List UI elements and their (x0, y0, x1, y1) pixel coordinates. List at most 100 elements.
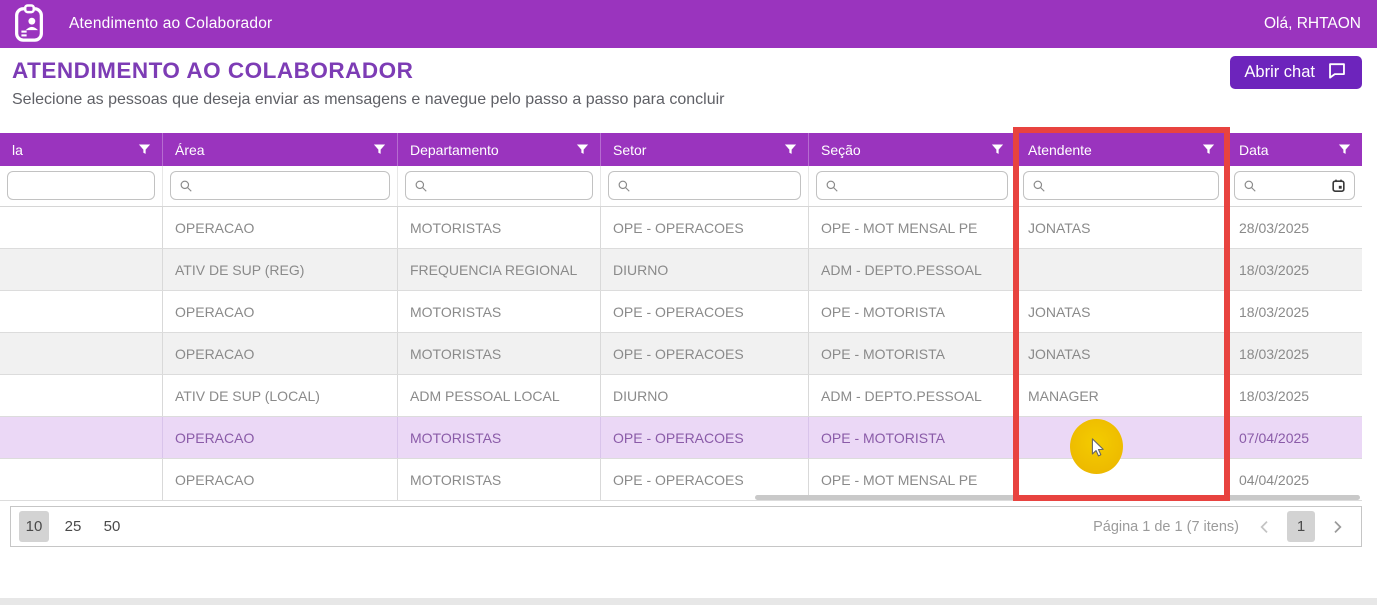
cell-data: 07/04/2025 (1239, 429, 1310, 446)
mouse-cursor-icon (1086, 437, 1108, 464)
filter-cell-secao (809, 166, 1016, 206)
employees-table: la Área Departamento Setor Seção Atendente Dat… (0, 133, 1362, 501)
column-header-data[interactable]: Data (1227, 133, 1362, 166)
cell-secao: ADM - DEPTO.PESSOAL (809, 375, 1016, 416)
table-row[interactable]: OPERACAO MOTORISTAS OPE - OPERACOES OPE - M… (0, 333, 1362, 375)
cell-data: 28/03/2025 (1239, 219, 1310, 236)
filter-text-la[interactable] (16, 177, 146, 194)
horizontal-scrollbar-thumb[interactable] (755, 495, 1360, 500)
column-header-departamento[interactable]: Departamento (398, 133, 601, 166)
cell-la (0, 375, 163, 416)
calendar-icon[interactable] (1331, 178, 1346, 193)
cell-secao: OPE - MOT MENSAL PE (809, 207, 1016, 248)
table-filter-row (0, 166, 1362, 207)
filter-cell-la (0, 166, 163, 206)
table-row[interactable]: OPERACAO MOTORISTAS OPE - OPERACOES OPE - M… (0, 417, 1362, 459)
filter-text-departamento[interactable] (434, 177, 584, 194)
filter-cell-data (1227, 166, 1362, 206)
table-row[interactable]: ATIV DE SUP (REG) FREQUENCIA REGIONAL DIUR… (0, 249, 1362, 291)
cell-area: OPERACAO (163, 333, 398, 374)
cell-setor: DIURNO (601, 249, 809, 290)
cell-setor: OPE - OPERACOES (601, 459, 809, 500)
cell-data: 18/03/2025 (1239, 261, 1310, 278)
filter-icon[interactable] (1337, 142, 1352, 157)
cell-setor: DIURNO (601, 375, 809, 416)
filter-text-atendente[interactable] (1052, 177, 1210, 194)
search-icon (1032, 179, 1046, 193)
cell-data: 18/03/2025 (1239, 303, 1310, 320)
cell-data: 18/03/2025 (1239, 387, 1310, 404)
cell-la (0, 291, 163, 332)
page-size-group: 10 25 50 (19, 511, 136, 542)
column-header-label: la (12, 141, 23, 158)
cell-secao: ADM - DEPTO.PESSOAL (809, 249, 1016, 290)
column-header-la[interactable]: la (0, 133, 163, 166)
chat-bubble-icon (1326, 61, 1348, 85)
open-chat-button[interactable]: Abrir chat (1230, 56, 1362, 89)
filter-icon[interactable] (372, 142, 387, 157)
column-header-setor[interactable]: Setor (601, 133, 809, 166)
filter-input-secao[interactable] (816, 171, 1008, 200)
filter-cell-departamento (398, 166, 601, 206)
filter-input-departamento[interactable] (405, 171, 593, 200)
cell-departamento: MOTORISTAS (398, 333, 601, 374)
column-header-secao[interactable]: Seção (809, 133, 1016, 166)
table-row[interactable]: OPERACAO MOTORISTAS OPE - OPERACOES OPE - M… (0, 291, 1362, 333)
filter-text-area[interactable] (199, 177, 381, 194)
filter-icon[interactable] (575, 142, 590, 157)
cell-data: 18/03/2025 (1239, 345, 1310, 362)
column-header-label: Setor (613, 141, 647, 158)
filter-input-la[interactable] (7, 171, 155, 200)
chevron-left-icon[interactable] (1253, 515, 1277, 539)
cell-secao: OPE - MOTORISTA (809, 333, 1016, 374)
page-size-50[interactable]: 50 (97, 511, 127, 542)
filter-input-data[interactable] (1234, 171, 1355, 200)
page-size-25[interactable]: 25 (58, 511, 88, 542)
search-icon (825, 179, 839, 193)
filter-text-secao[interactable] (845, 177, 999, 194)
filter-icon[interactable] (783, 142, 798, 157)
filter-input-atendente[interactable] (1023, 171, 1219, 200)
id-badge-icon (9, 2, 49, 46)
cell-atendente: JONATAS (1016, 333, 1227, 374)
pagination-info: Página 1 de 1 (7 itens) (1093, 518, 1239, 535)
user-greeting: Olá, RHTAON (1263, 15, 1361, 32)
cell-secao: OPE - MOT MENSAL PE (809, 459, 1016, 500)
page-size-10[interactable]: 10 (19, 511, 49, 542)
cell-departamento: FREQUENCIA REGIONAL (398, 249, 601, 290)
app-title: Atendimento ao Colaborador (69, 15, 273, 32)
column-header-atendente[interactable]: Atendente (1016, 133, 1227, 166)
filter-input-area[interactable] (170, 171, 390, 200)
cell-setor: OPE - OPERACOES (601, 417, 809, 458)
cell-la (0, 249, 163, 290)
filter-input-setor[interactable] (608, 171, 801, 200)
column-header-label: Data (1239, 141, 1269, 158)
table-row[interactable]: OPERACAO MOTORISTAS OPE - OPERACOES OPE - M… (0, 207, 1362, 249)
cell-setor: OPE - OPERACOES (601, 207, 809, 248)
cell-area: ATIV DE SUP (LOCAL) (163, 375, 398, 416)
column-header-label: Seção (821, 141, 861, 158)
filter-icon[interactable] (137, 142, 152, 157)
chevron-right-icon[interactable] (1325, 515, 1349, 539)
table-row[interactable]: OPERACAO MOTORISTAS OPE - OPERACOES OPE - M… (0, 459, 1362, 501)
cell-la (0, 207, 163, 248)
table-row[interactable]: ATIV DE SUP (LOCAL) ADM PESSOAL LOCAL DIUR… (0, 375, 1362, 417)
page-subtitle: Selecione as pessoas que deseja enviar a… (12, 91, 725, 108)
column-header-area[interactable]: Área (163, 133, 398, 166)
cell-departamento: MOTORISTAS (398, 291, 601, 332)
cell-area: OPERACAO (163, 417, 398, 458)
search-icon (414, 179, 428, 193)
column-header-label: Área (175, 141, 205, 158)
cell-area: ATIV DE SUP (REG) (163, 249, 398, 290)
filter-icon[interactable] (1201, 142, 1216, 157)
filter-text-setor[interactable] (637, 177, 792, 194)
cell-atendente (1016, 459, 1227, 500)
filter-icon[interactable] (990, 142, 1005, 157)
filter-cell-atendente (1016, 166, 1227, 206)
filter-cell-area (163, 166, 398, 206)
cell-setor: OPE - OPERACOES (601, 291, 809, 332)
filter-text-data[interactable] (1263, 177, 1325, 194)
filter-cell-setor (601, 166, 809, 206)
page-number-button[interactable]: 1 (1287, 511, 1315, 542)
